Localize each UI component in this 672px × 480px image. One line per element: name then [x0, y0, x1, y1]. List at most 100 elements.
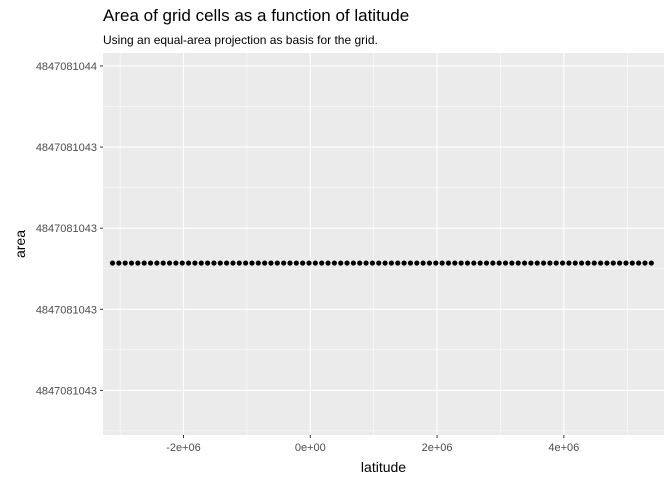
data-point: [154, 260, 160, 266]
data-point: [388, 260, 395, 266]
data-point: [344, 260, 350, 266]
data-point: [598, 260, 604, 266]
data-point: [483, 260, 490, 266]
data-point: [293, 260, 299, 266]
data-point: [160, 260, 166, 266]
data-point: [350, 260, 356, 266]
y-tick-label: 4847081043: [36, 385, 97, 397]
data-point: [477, 260, 483, 266]
data-point: [540, 260, 547, 266]
x-axis: -2e+06 0e+00 2e+06 4e+06: [166, 435, 579, 454]
data-point: [128, 260, 135, 266]
data-point: [376, 260, 382, 266]
data-point: [147, 260, 154, 266]
x-axis-title: latitude: [361, 459, 406, 475]
data-point: [547, 260, 553, 266]
plot-panel: [103, 53, 664, 435]
chart-subtitle: Using an equal-area projection as basis …: [103, 33, 378, 47]
x-tick-label: -2e+06: [166, 442, 201, 454]
data-point: [281, 260, 287, 266]
data-point: [636, 260, 642, 266]
data-point: [566, 260, 572, 266]
major-gridlines: [103, 53, 664, 435]
data-point: [116, 260, 122, 266]
data-point: [528, 260, 534, 266]
data-point: [179, 260, 185, 266]
y-tick-label: 4847081043: [36, 304, 97, 316]
data-point: [363, 260, 369, 266]
data-points: [109, 260, 654, 266]
data-point: [312, 260, 318, 266]
data-point: [496, 260, 502, 266]
data-point: [319, 260, 325, 266]
data-point: [166, 260, 173, 266]
y-tick-label: 4847081044: [36, 61, 97, 73]
data-point: [572, 260, 578, 266]
data-point: [534, 260, 540, 266]
data-point: [331, 260, 337, 266]
data-point: [185, 260, 192, 266]
data-point: [249, 260, 255, 266]
data-point: [357, 260, 363, 266]
y-axis: 4847081043 4847081043 4847081043 4847081043…: [36, 61, 103, 397]
data-point: [414, 260, 420, 266]
data-point: [287, 260, 293, 266]
data-point: [509, 260, 515, 266]
data-point: [230, 260, 236, 266]
data-point: [452, 260, 458, 266]
data-point: [629, 260, 635, 266]
data-point: [553, 260, 559, 266]
data-point: [135, 260, 141, 266]
chart-title: Area of grid cells as a function of lati…: [103, 6, 410, 25]
data-point: [521, 260, 528, 266]
x-tick-label: 0e+00: [295, 442, 326, 454]
data-point: [433, 260, 439, 266]
data-point: [407, 260, 414, 266]
data-point: [578, 260, 585, 266]
data-point: [458, 260, 464, 266]
data-point: [585, 260, 591, 266]
data-point: [642, 260, 648, 266]
data-point: [464, 260, 471, 266]
data-point: [198, 260, 204, 266]
data-point: [559, 260, 566, 266]
y-tick-label: 4847081043: [36, 142, 97, 154]
data-point: [204, 260, 211, 266]
data-point: [617, 260, 623, 266]
y-axis-title: area: [12, 230, 28, 258]
data-point: [173, 260, 179, 266]
data-point: [268, 260, 274, 266]
data-point: [325, 260, 331, 266]
data-point: [255, 260, 261, 266]
data-point: [300, 260, 306, 266]
x-tick-label: 2e+06: [422, 442, 453, 454]
data-point: [515, 260, 521, 266]
data-point: [369, 260, 376, 266]
data-point: [122, 260, 128, 266]
data-point: [502, 260, 509, 266]
data-point: [217, 260, 223, 266]
data-point: [243, 260, 249, 266]
data-point: [604, 260, 610, 266]
data-point: [395, 260, 401, 266]
data-point: [471, 260, 477, 266]
data-point: [306, 260, 312, 266]
data-point: [490, 260, 496, 266]
data-point: [338, 260, 344, 266]
data-point: [445, 260, 452, 266]
data-point: [211, 260, 217, 266]
data-point: [262, 260, 268, 266]
data-point: [382, 260, 388, 266]
data-point: [426, 260, 433, 266]
data-point: [610, 260, 616, 266]
data-point: [274, 260, 280, 266]
data-point: [591, 260, 597, 266]
data-point: [439, 260, 445, 266]
x-tick-label: 4e+06: [548, 442, 579, 454]
data-point: [141, 260, 147, 266]
y-tick-label: 4847081043: [36, 223, 97, 235]
data-point: [236, 260, 242, 266]
data-point: [401, 260, 407, 266]
data-point: [420, 260, 426, 266]
